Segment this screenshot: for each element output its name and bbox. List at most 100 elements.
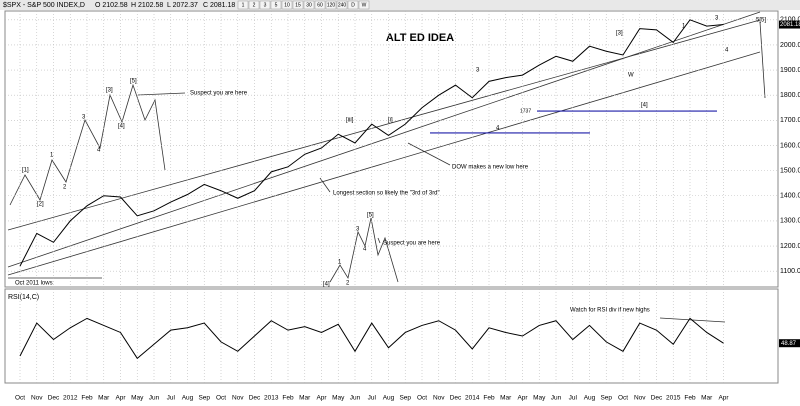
rsi-panel xyxy=(4,288,779,384)
quote: C 2081.18 xyxy=(203,2,235,9)
annotation: 5[5] xyxy=(756,18,766,24)
annotation: 1 xyxy=(338,260,342,266)
annotation: 3 xyxy=(356,227,360,233)
sketch-wave xyxy=(9,83,166,206)
x-tick-label: Feb xyxy=(81,395,93,402)
annotation: Watch for RSI div if new highs xyxy=(570,308,650,314)
x-tick-label: Sep xyxy=(399,395,411,402)
annotation: 4 xyxy=(496,126,500,132)
toolbar-button[interactable] xyxy=(336,0,348,10)
last-price-box xyxy=(779,20,800,29)
annotation: 4 xyxy=(97,148,101,154)
toolbar-button[interactable] xyxy=(248,0,260,10)
x-tick-label: May xyxy=(533,395,546,402)
toolbar-button[interactable] xyxy=(325,0,337,10)
x-tick-label: Nov xyxy=(31,395,43,402)
x-tick-label: Oct xyxy=(216,395,226,402)
y-tick-label: 1900.00 xyxy=(780,67,800,74)
annotation: 2 xyxy=(346,281,350,287)
toolbar-button[interactable] xyxy=(347,0,359,10)
annotation: 4 xyxy=(725,48,729,54)
x-tick-label: Sep xyxy=(600,395,612,402)
x-tick-label: Jul xyxy=(368,395,377,402)
x-tick-label: 2012 xyxy=(63,395,78,402)
toolbar-label[interactable]: 3 xyxy=(264,2,267,8)
x-tick-label: Dec xyxy=(450,395,462,402)
pointer xyxy=(137,92,186,96)
last-rsi: 48.87 xyxy=(781,341,797,347)
toolbar-label[interactable]: D xyxy=(351,2,355,8)
annotation: [5] xyxy=(130,79,137,85)
x-tick-label: Mar xyxy=(299,395,311,402)
annotation: DOW makes a new low here xyxy=(452,165,529,171)
toolbar-label[interactable]: 10 xyxy=(284,2,290,8)
x-tick-label: Nov xyxy=(433,395,445,402)
series-line xyxy=(19,317,724,360)
pointer xyxy=(319,177,331,193)
annotation: 1 xyxy=(682,24,686,30)
annotation: [4] xyxy=(323,282,330,288)
annotation: Oct 2011 lows xyxy=(15,281,53,287)
pointer xyxy=(407,142,451,166)
annotation: Suspect you are here xyxy=(190,91,248,97)
x-tick-label: 2014 xyxy=(465,395,480,402)
y-tick-label: 1600.00 xyxy=(780,142,800,149)
toolbar-button[interactable] xyxy=(259,0,271,10)
x-tick-label: Feb xyxy=(483,395,495,402)
x-tick-label: Jul xyxy=(569,395,578,402)
quote: L 2072.37 xyxy=(167,2,198,9)
toolbar-label[interactable]: 15 xyxy=(295,2,301,8)
header: $SPX - S&P 500 INDEX,D xyxy=(3,2,85,9)
toolbar-button[interactable] xyxy=(281,0,293,10)
annotation: [3] xyxy=(106,88,113,94)
annotation: Suspect you are here xyxy=(383,241,441,247)
toolbar-label[interactable]: 240 xyxy=(338,2,347,8)
annotation: 1 xyxy=(50,153,54,159)
toolbar-label[interactable]: 1 xyxy=(242,2,245,8)
chart-title: ALT ED IDEA xyxy=(386,32,454,44)
toolbar-label[interactable]: 5 xyxy=(275,2,278,8)
toolbar-button[interactable] xyxy=(292,0,304,10)
toolbar-button[interactable] xyxy=(314,0,326,10)
x-tick-label: 2013 xyxy=(264,395,279,402)
toolbar-button[interactable] xyxy=(270,0,282,10)
price-panel xyxy=(4,10,779,288)
annotation: [3] xyxy=(616,31,623,37)
y-tick-label: 1200.00 xyxy=(780,243,800,250)
toolbar-label[interactable]: 60 xyxy=(317,2,323,8)
channel-bottom xyxy=(7,51,761,276)
toolbar-button[interactable] xyxy=(237,0,249,10)
annotation: 4 xyxy=(363,247,367,253)
toolbar-label[interactable]: 120 xyxy=(327,2,336,8)
annotation: 3 xyxy=(715,16,719,22)
annotation: [4] xyxy=(641,103,648,109)
y-tick-label: 1500.00 xyxy=(780,167,800,174)
annotation: [i] xyxy=(388,118,393,124)
x-tick-label: Mar xyxy=(701,395,713,402)
y-tick-label: 2000.00 xyxy=(780,42,800,49)
x-tick-label: Feb xyxy=(684,395,696,402)
toolbar-button[interactable] xyxy=(303,0,315,10)
quote: O 2102.58 xyxy=(95,2,128,9)
x-tick-label: Apr xyxy=(115,395,126,402)
x-tick-label: 2015 xyxy=(666,395,681,402)
toolbar-label[interactable]: 30 xyxy=(306,2,312,8)
x-tick-label: Feb xyxy=(282,395,294,402)
toolbar-button[interactable] xyxy=(358,0,370,10)
annotation: 3 xyxy=(476,68,480,74)
pointer xyxy=(377,237,381,244)
toolbar-label[interactable]: 2 xyxy=(253,2,256,8)
x-tick-label: Dec xyxy=(48,395,60,402)
x-tick-label: Apr xyxy=(316,395,327,402)
annotation: [5] xyxy=(367,213,374,219)
annotation: [1] xyxy=(22,168,29,174)
last-rsi-box xyxy=(779,339,800,348)
x-tick-label: Aug xyxy=(182,395,194,402)
x-tick-label: May xyxy=(332,395,345,402)
x-tick-label: Aug xyxy=(584,395,596,402)
y-tick-label: 1300.00 xyxy=(780,218,800,225)
toolbar-label[interactable]: W xyxy=(362,2,367,8)
x-tick-label: Apr xyxy=(718,395,729,402)
